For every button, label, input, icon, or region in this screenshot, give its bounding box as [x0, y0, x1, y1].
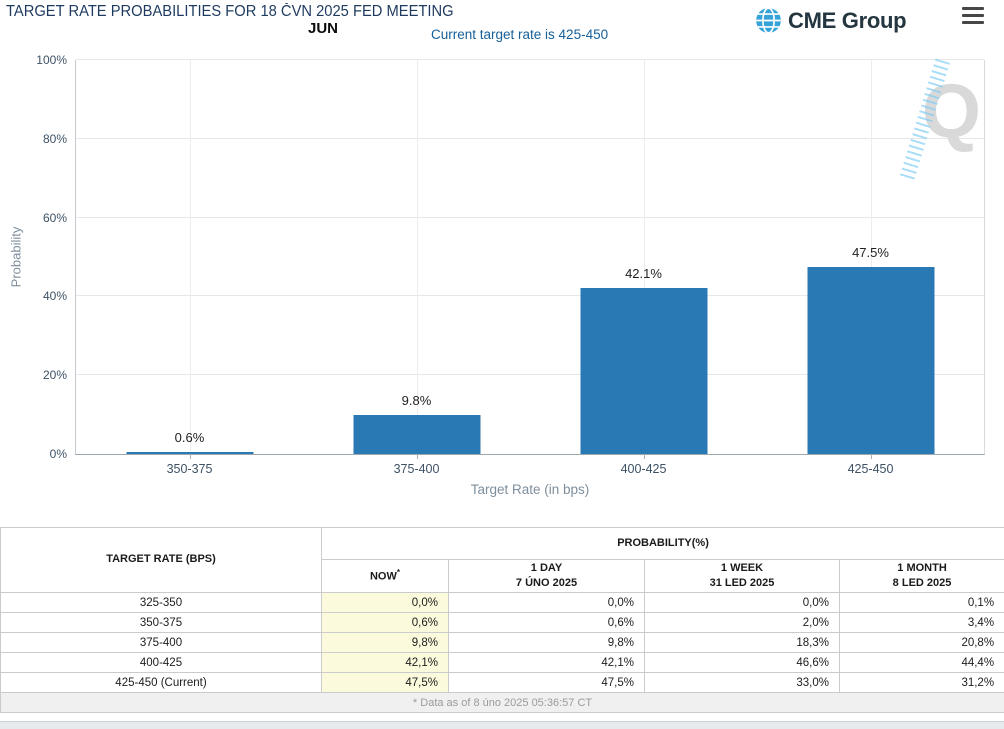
y-tick-label: 100% [36, 53, 67, 67]
col-header-1month: 1 MONTH 8 LED 2025 [838, 559, 1004, 593]
rate-cell: 400-425 [0, 652, 322, 673]
col-header-target-rate: TARGET RATE (BPS) [0, 527, 322, 593]
week-cell: 18,3% [644, 632, 840, 653]
cme-group-logo[interactable]: CME Group [755, 7, 907, 34]
gridline [76, 374, 984, 376]
x-tick-mark [643, 454, 645, 459]
bar-value-label: 0.6% [174, 429, 205, 445]
y-tick-label: 80% [42, 131, 67, 146]
now-cell: 0,6% [321, 612, 449, 633]
probability-bar-375-400[interactable] [353, 415, 480, 454]
month-cell: 0,1% [838, 592, 1004, 613]
week-cell: 33,0% [644, 672, 840, 693]
col-header-1day-label: 1 DAY [530, 561, 563, 574]
data-asof-footnote: * Data as of 8 úno 2025 05:36:57 CT [0, 692, 1004, 713]
x-tick-label: 425-450 [847, 462, 894, 476]
day-cell: 9,8% [448, 632, 645, 653]
gridline [76, 59, 984, 60]
category-slot-350-375: 0.6% 350-375 [76, 60, 303, 476]
gridline [76, 216, 984, 218]
bar-value-label: 9.8% [401, 393, 432, 409]
quikstrike-watermark: Q [899, 58, 985, 183]
month-cell: 3,4% [838, 612, 1004, 633]
gridline [76, 295, 984, 297]
x-tick-mark [189, 454, 191, 459]
now-cell: 42,1% [321, 652, 449, 673]
current-target-rate-note: Current target rate is 425-450 [431, 27, 609, 42]
hamburger-menu-icon[interactable] [962, 7, 984, 24]
month-cell: 31,2% [838, 672, 1004, 693]
col-group-header-probability: PROBABILITY(%) [320, 527, 1004, 560]
x-tick-label: 350-375 [166, 462, 213, 476]
week-cell: 0,0% [644, 592, 840, 613]
plot-area: 0% 20% 40% 60% 80% 100% 0.6% 350-375 9.8% 375-400… [36, 53, 985, 476]
page-title: TARGET RATE PROBABILITIES FOR 18 ČVN 202… [6, 3, 454, 20]
probability-bar-400-425[interactable] [580, 288, 707, 454]
category-slot-425-450: 47.5% 425-450 [757, 60, 984, 476]
month-cell: 44,4% [838, 652, 1004, 673]
probability-table: TARGET RATE (BPS) PROBABILITY(%) NOW* 1 … [0, 527, 1004, 713]
bar-value-label: 42.1% [625, 266, 662, 282]
x-tick-label: 375-400 [393, 462, 440, 476]
col-header-1week: 1 WEEK 31 LED 2025 [644, 559, 840, 593]
rate-cell: 425-450 (Current) [0, 672, 322, 693]
day-cell: 0,6% [448, 612, 645, 633]
table-row: 350-375 0,6% 0,6% 2,0% 3,4% [0, 612, 1004, 633]
y-tick-label: 20% [42, 368, 67, 383]
col-header-1day: 1 DAY 7 ÚNO 2025 [448, 559, 645, 593]
rate-cell: 375-400 [0, 632, 322, 653]
x-tick-mark [870, 454, 872, 459]
gridline [76, 137, 984, 139]
col-header-1day-date: 7 ÚNO 2025 [515, 577, 578, 589]
col-header-1month-date: 8 LED 2025 [892, 577, 952, 589]
now-cell: 0,0% [321, 592, 449, 613]
rate-cell: 325-350 [0, 592, 322, 613]
week-cell: 46,6% [644, 652, 840, 673]
x-tick-mark [416, 454, 418, 459]
y-tick-label: 60% [42, 210, 67, 225]
meeting-month-tab[interactable]: JUN [308, 20, 339, 37]
table-row: 375-400 9,8% 9,8% 18,3% 20,8% [0, 632, 1004, 653]
col-header-1month-label: 1 MONTH [897, 561, 947, 574]
now-cell: 47,5% [321, 672, 449, 693]
day-cell: 0,0% [448, 592, 645, 613]
bottom-scrollbar-track[interactable] [0, 721, 1004, 729]
globe-icon [755, 7, 782, 34]
category-slot-400-425: 42.1% 400-425 [530, 60, 757, 476]
brand-name: CME Group [788, 7, 907, 33]
menu-bar [962, 21, 984, 24]
col-header-now-label: NOW [369, 570, 397, 583]
vertical-gridline [870, 60, 872, 454]
col-header-1week-date: 31 LED 2025 [709, 577, 775, 589]
table-footer-row: * Data as of 8 úno 2025 05:36:57 CT [0, 692, 1004, 713]
now-cell: 9,8% [321, 632, 449, 653]
col-header-1week-label: 1 WEEK [720, 561, 764, 574]
y-axis-title: Probability [8, 226, 24, 288]
col-header-now: NOW* [321, 559, 449, 593]
day-cell: 47,5% [448, 672, 645, 693]
category-slot-375-400: 9.8% 375-400 [303, 60, 530, 476]
vertical-gridline [643, 60, 645, 454]
y-tick-label: 0% [49, 447, 67, 461]
table-row: 400-425 42,1% 42,1% 46,6% 44,4% [0, 652, 1004, 673]
table-row: 325-350 0,0% 0,0% 0,0% 0,1% [0, 592, 1004, 613]
bar-value-label: 47.5% [852, 244, 889, 260]
probability-bar-350-375[interactable] [126, 451, 253, 454]
rate-cell: 350-375 [0, 612, 322, 633]
table-row: 425-450 (Current) 47,5% 47,5% 33,0% 31,2… [0, 672, 1004, 693]
menu-bar [962, 7, 984, 10]
menu-bar [962, 14, 984, 17]
x-tick-label: 400-425 [620, 462, 667, 476]
week-cell: 2,0% [644, 612, 840, 633]
y-tick-label: 40% [42, 289, 67, 304]
vertical-gridline [189, 60, 191, 454]
probability-bar-425-450[interactable] [807, 266, 934, 454]
x-axis-title: Target Rate (in bps) [470, 482, 590, 497]
month-cell: 20,8% [838, 632, 1004, 653]
vertical-gridline [416, 60, 418, 454]
now-asterisk: * [396, 567, 400, 577]
day-cell: 42,1% [448, 652, 645, 673]
